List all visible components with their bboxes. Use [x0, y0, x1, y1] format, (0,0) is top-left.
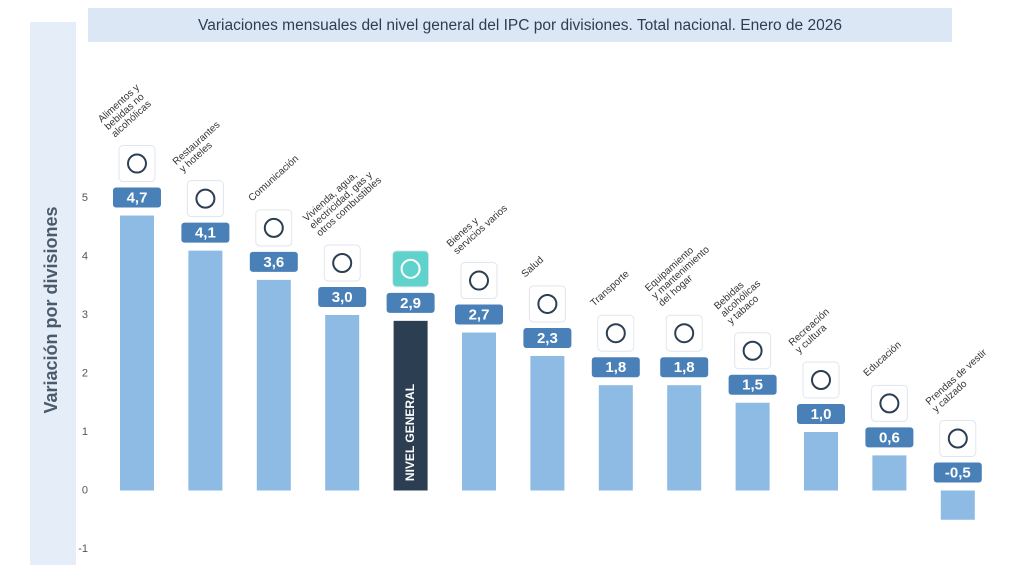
value-label: 4,7 — [127, 190, 148, 207]
value-label-box — [523, 327, 572, 348]
value-label: 1,8 — [674, 359, 695, 376]
category-label: NIVEL GENERAL — [403, 384, 417, 481]
value-label-box — [865, 427, 914, 448]
value-label-box — [797, 404, 845, 424]
value-label-box — [386, 292, 435, 313]
icon — [947, 428, 968, 449]
y-tick-label: 4 — [82, 250, 88, 262]
icon-box — [939, 420, 977, 457]
icon — [127, 153, 147, 174]
y-tick-label: 2 — [82, 367, 88, 379]
value-label-box — [591, 357, 640, 378]
icon — [605, 323, 626, 344]
icon — [263, 217, 284, 238]
value-label: 0,6 — [879, 429, 900, 446]
value-label: 4,1 — [195, 225, 216, 242]
icon — [879, 393, 900, 414]
value-label: 1,8 — [605, 359, 626, 376]
value-label: 2,3 — [537, 330, 558, 347]
value-label-box — [113, 187, 161, 208]
y-axis-label: Variación por divisiones — [41, 206, 61, 413]
value-label-box — [933, 462, 982, 483]
value-label-box — [455, 304, 503, 325]
value-label-box — [728, 374, 777, 395]
y-tick-label: -1 — [78, 543, 88, 555]
icon-box — [665, 314, 703, 352]
y-tick-label: 3 — [82, 309, 88, 321]
value-label-box — [181, 222, 230, 243]
value-label: 3,6 — [263, 254, 284, 271]
bar — [872, 455, 907, 491]
icon-box — [323, 244, 361, 282]
icon-box — [870, 384, 908, 422]
y-tick-label: 1 — [82, 426, 88, 438]
bar — [530, 355, 565, 491]
bar — [256, 279, 291, 491]
y-tick-label: 0 — [82, 484, 88, 496]
icon-box — [802, 361, 840, 399]
icon-box — [734, 332, 772, 370]
value-label-box — [660, 357, 709, 378]
icon-box — [460, 262, 498, 300]
bar — [188, 250, 223, 491]
value-label-box — [318, 287, 367, 307]
title-box — [88, 8, 952, 42]
y-tick-label: 5 — [82, 192, 88, 204]
value-label: 1,0 — [811, 406, 832, 423]
value-label: 3,0 — [332, 289, 353, 306]
value-label: 2,7 — [469, 307, 490, 324]
icon — [195, 188, 216, 209]
bar — [120, 215, 154, 491]
icon — [742, 340, 763, 361]
icon-box — [255, 209, 293, 247]
bar — [804, 432, 838, 491]
bar — [325, 315, 360, 491]
icon-box — [186, 180, 224, 218]
icon — [811, 370, 831, 390]
value-label: 1,5 — [742, 377, 763, 394]
bar — [462, 332, 496, 491]
icon-box — [392, 250, 430, 288]
bar — [667, 385, 702, 491]
value-label: 2,9 — [400, 295, 421, 312]
bar — [598, 385, 633, 491]
chart-title: Variaciones mensuales del nivel general … — [198, 17, 842, 34]
icon — [332, 253, 353, 273]
icon — [400, 258, 421, 279]
icon-box — [528, 285, 566, 323]
axis-band — [30, 22, 76, 565]
icon-box — [597, 314, 635, 352]
value-label-box — [249, 251, 298, 272]
icon — [537, 293, 558, 314]
icon — [469, 270, 489, 291]
icon-box — [118, 145, 156, 183]
bar — [940, 490, 975, 520]
icon — [674, 323, 695, 344]
bar — [735, 402, 770, 491]
value-label: -0,5 — [945, 464, 971, 481]
bar — [393, 320, 428, 491]
